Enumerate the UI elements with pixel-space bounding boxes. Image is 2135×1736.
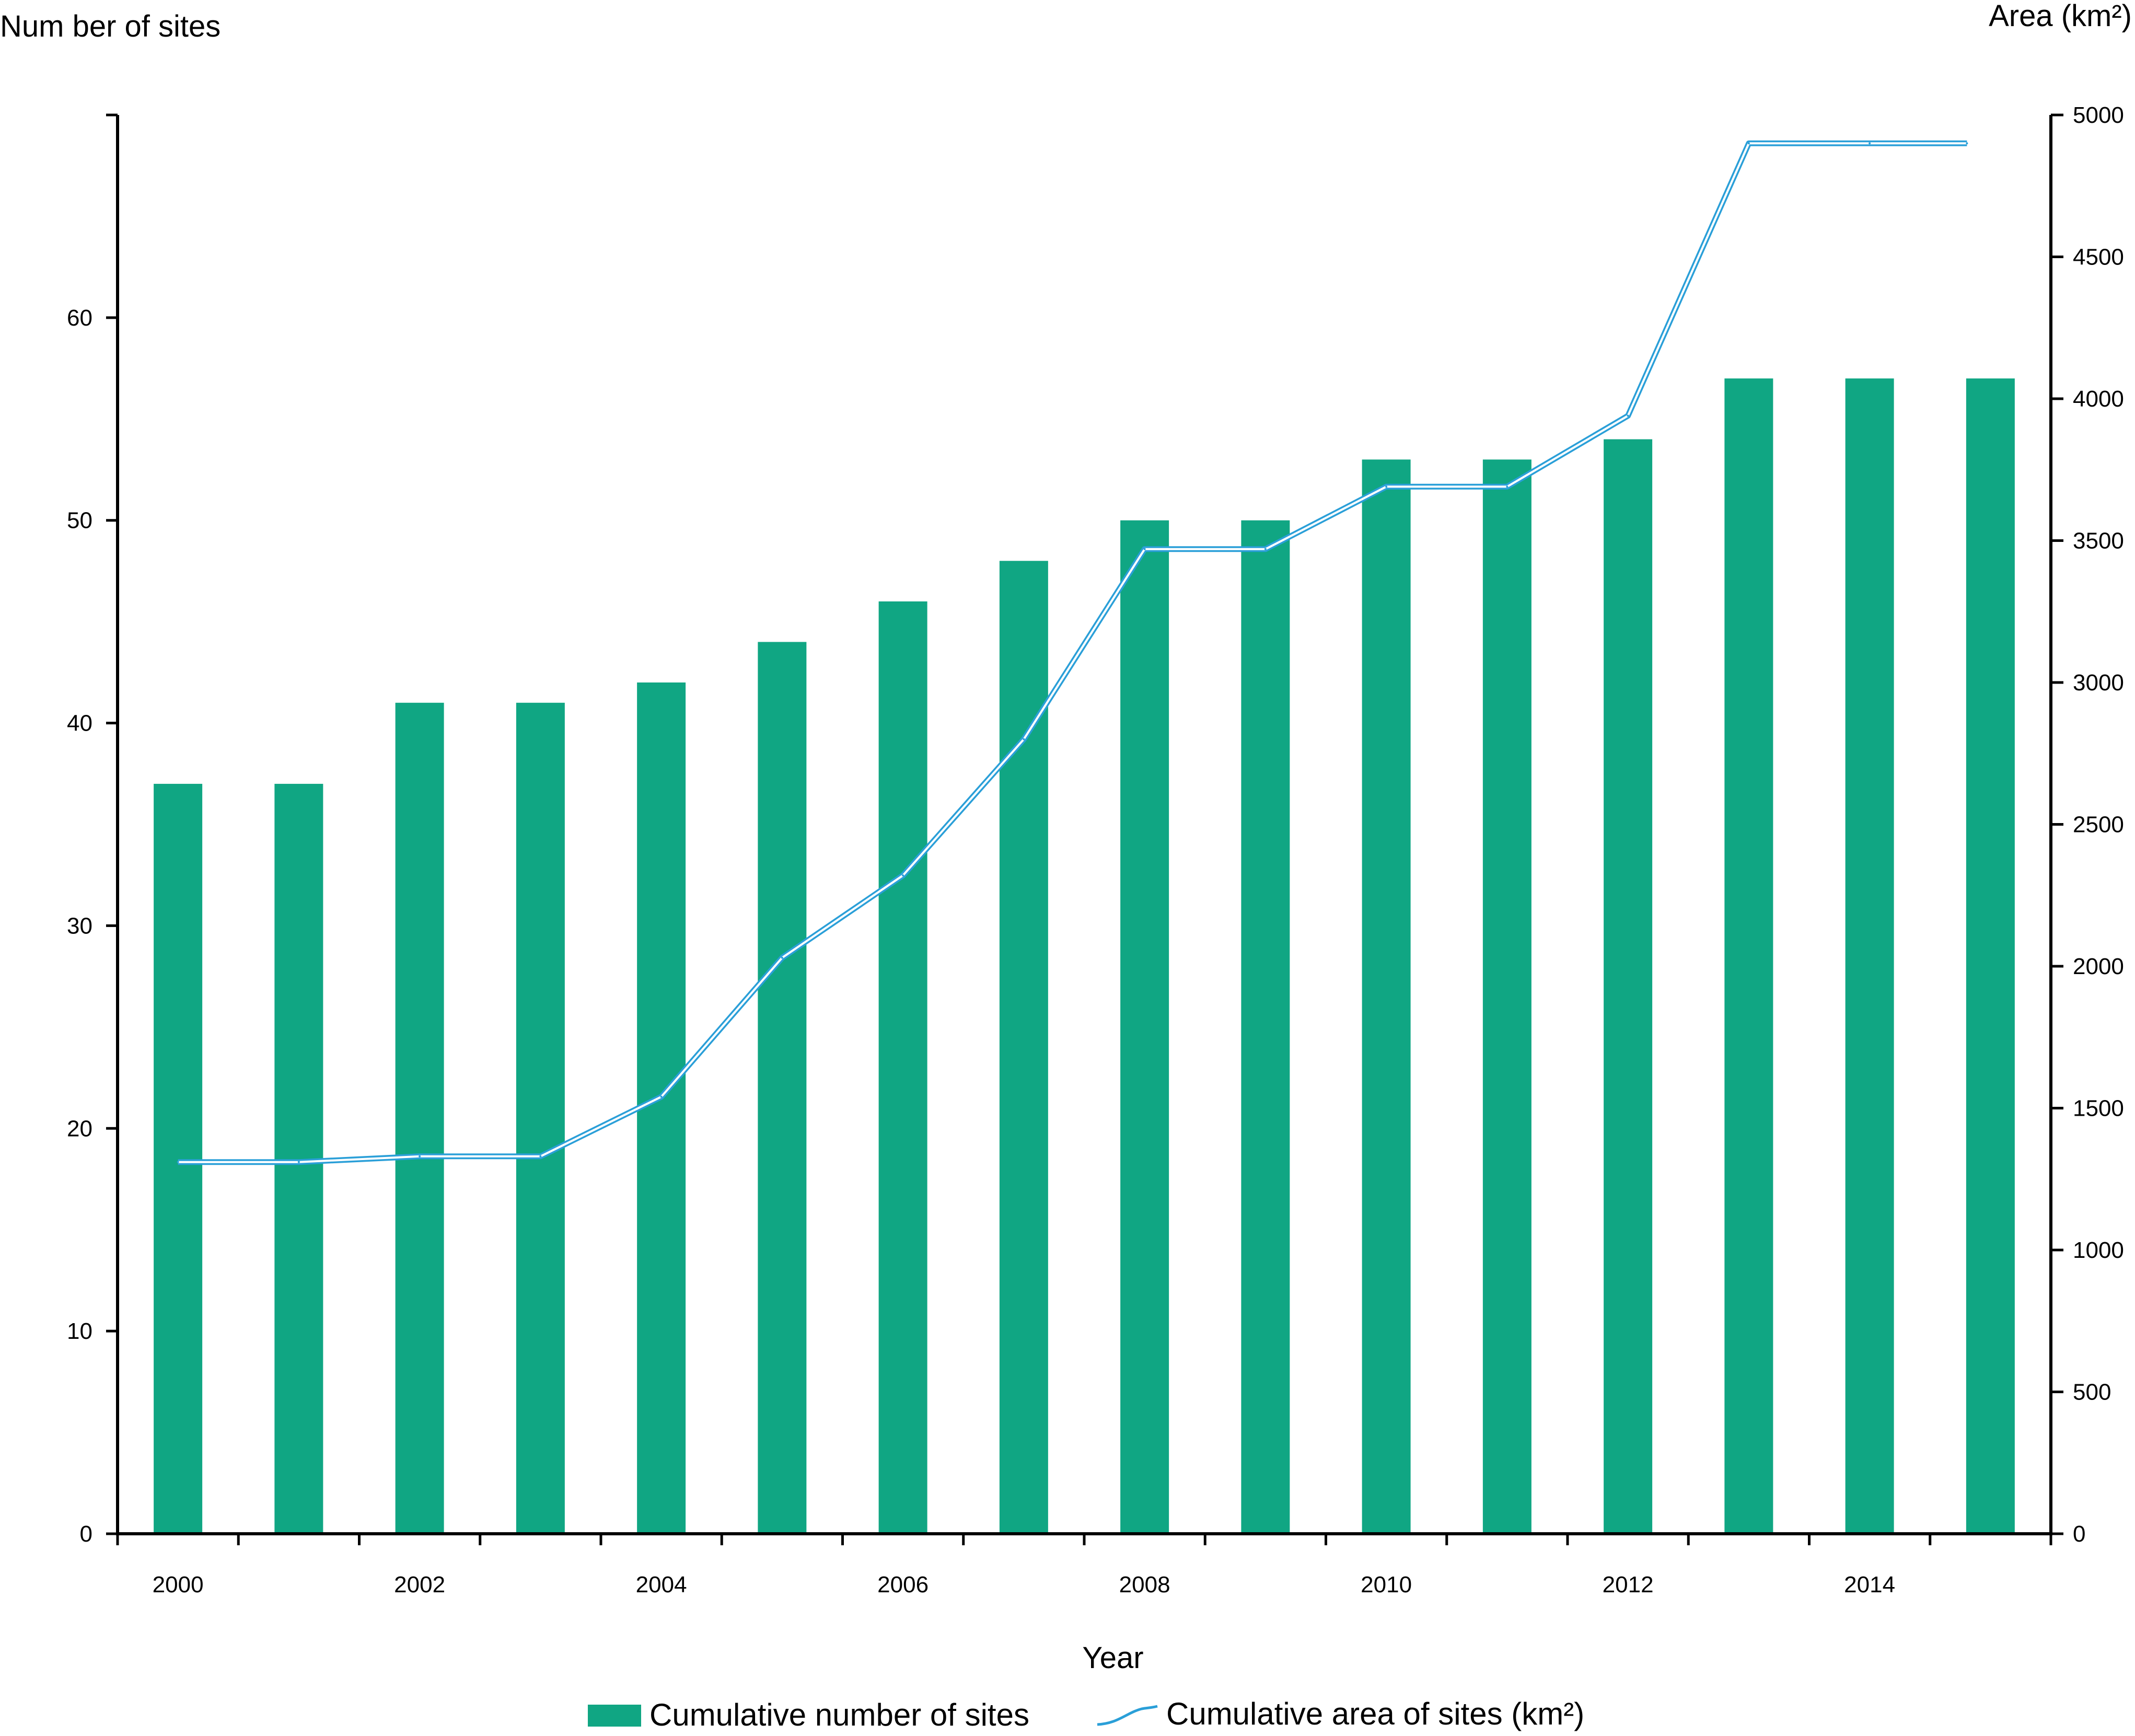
area-line-inner <box>178 142 1967 1163</box>
right-tick-label: 3000 <box>2073 670 2124 696</box>
bar <box>1966 378 2015 1534</box>
line-point <box>1747 142 1750 145</box>
left-tick-label: 10 <box>67 1318 92 1344</box>
right-tick-label: 500 <box>2073 1380 2111 1405</box>
bar <box>1241 520 1290 1534</box>
legend: Cumulative number of sites Cumulative ar… <box>588 1696 1584 1732</box>
bar-series <box>154 378 2015 1534</box>
right-tick-label: 2500 <box>2073 812 2124 838</box>
left-tick-label: 60 <box>67 305 92 331</box>
left-tick-label: 50 <box>67 508 92 534</box>
bar <box>395 702 444 1534</box>
right-tick-label: 5000 <box>2073 102 2124 128</box>
line-series <box>177 140 1968 1165</box>
line-point <box>660 1095 663 1098</box>
right-tick-label: 4000 <box>2073 386 2124 412</box>
bar <box>1724 378 1773 1534</box>
bar <box>1482 459 1531 1534</box>
legend-line-swatch <box>1097 1705 1158 1726</box>
x-tick-label: 2014 <box>1844 1572 1895 1598</box>
x-tick-label: 2000 <box>153 1572 204 1598</box>
right-tick-label: 0 <box>2073 1521 2085 1547</box>
line-point <box>1869 142 1871 145</box>
axes <box>106 113 2063 1545</box>
right-tick-label: 4500 <box>2073 245 2124 270</box>
right-axis-title: Area (km²) <box>1989 0 2132 33</box>
legend-bar-swatch <box>588 1705 641 1727</box>
line-point <box>539 1155 542 1158</box>
line-point <box>1385 485 1388 488</box>
bar <box>1604 439 1653 1534</box>
x-axis-title: Year <box>1082 1641 1143 1675</box>
legend-line-label: Cumulative area of sites (km²) <box>1166 1696 1584 1731</box>
left-tick-label: 0 <box>80 1521 92 1547</box>
bar <box>154 783 203 1534</box>
bar <box>1120 520 1169 1534</box>
bar <box>637 682 686 1534</box>
line-point <box>1143 548 1146 550</box>
line-point <box>902 874 904 877</box>
x-tick-label: 2008 <box>1119 1572 1170 1598</box>
bar <box>1362 459 1411 1534</box>
x-tick-label: 2010 <box>1361 1572 1412 1598</box>
right-tick-label: 1500 <box>2073 1096 2124 1121</box>
line-point <box>177 1161 179 1163</box>
line-point <box>1966 142 1968 145</box>
bar <box>878 601 927 1534</box>
x-tick-label: 2004 <box>636 1572 687 1598</box>
x-tick-label: 2006 <box>877 1572 929 1598</box>
legend-bar-label: Cumulative number of sites <box>649 1697 1029 1732</box>
line-point <box>1023 738 1025 740</box>
bar <box>999 561 1048 1534</box>
line-point <box>1506 485 1509 488</box>
right-tick-label: 1000 <box>2073 1237 2124 1263</box>
line-point <box>297 1161 300 1163</box>
line-point <box>1264 548 1267 550</box>
left-tick-label: 30 <box>67 913 92 939</box>
right-tick-label: 2000 <box>2073 954 2124 979</box>
x-tick-label: 2012 <box>1603 1572 1654 1598</box>
left-axis-title: Num ber of sites <box>0 9 221 43</box>
left-tick-label: 20 <box>67 1116 92 1141</box>
bar <box>516 702 565 1534</box>
tick-labels: 0 10 20 30 40 50 60 0 500 1000 1500 2000 2500 3000 350… <box>67 102 2124 1598</box>
area-line-outer <box>178 140 1967 1165</box>
left-tick-label: 40 <box>67 711 92 736</box>
bar <box>758 642 807 1534</box>
right-tick-label: 3500 <box>2073 528 2124 554</box>
line-point <box>419 1155 421 1158</box>
x-tick-label: 2002 <box>394 1572 445 1598</box>
bar <box>1845 378 1894 1534</box>
line-point <box>1627 414 1629 417</box>
line-point <box>781 956 783 959</box>
